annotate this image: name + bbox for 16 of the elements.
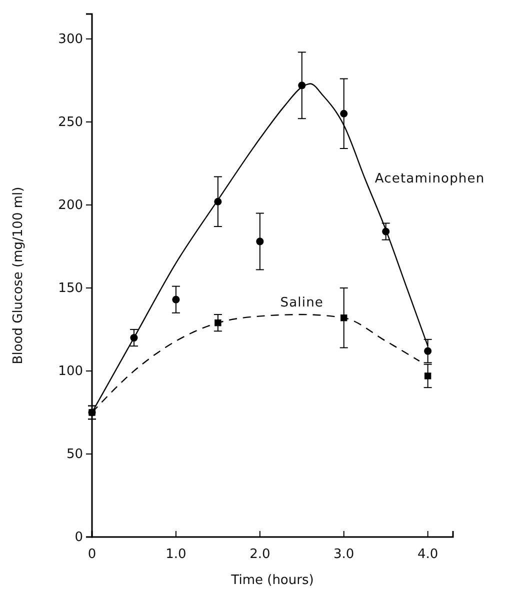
- y-tick-label: 300: [58, 32, 83, 48]
- y-tick-label: 200: [58, 198, 83, 214]
- x-tick-label: 3.0: [334, 547, 354, 562]
- y-tick-label: 100: [58, 364, 83, 380]
- y-tick-label: 0: [74, 530, 83, 546]
- series-label: Acetaminophen: [374, 171, 485, 186]
- y-axis-title: Blood Glucose (mg/100 ml): [11, 186, 26, 364]
- x-tick-label: 2.0: [250, 547, 270, 562]
- y-tick-label: 250: [58, 115, 83, 130]
- x-tick-label: 1.0: [166, 547, 186, 562]
- x-tick-label: 4.0: [417, 547, 438, 562]
- y-tick-label: 150: [58, 281, 83, 296]
- y-tick-label: 50: [66, 447, 83, 462]
- x-tick-label: 0: [88, 547, 96, 562]
- x-axis-title: Time (hours): [230, 573, 314, 588]
- series-label: Saline: [280, 296, 324, 311]
